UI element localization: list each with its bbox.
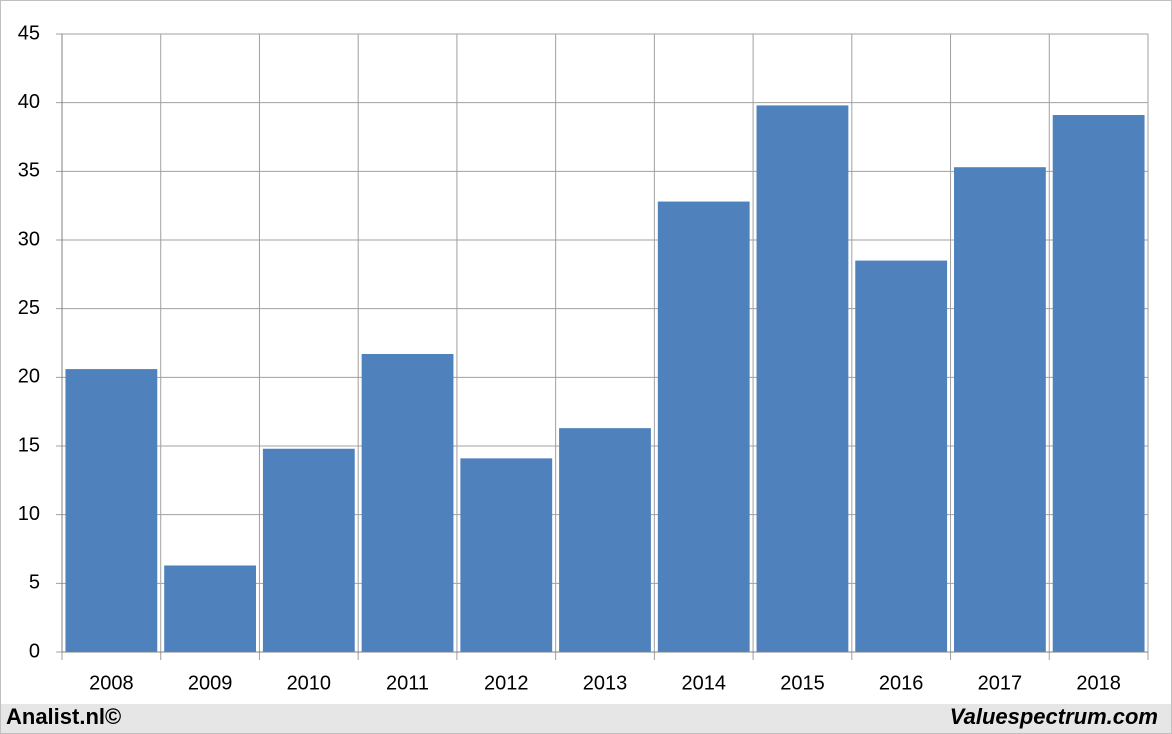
x-tick-label: 2015 [780, 672, 825, 694]
bar [1052, 115, 1145, 652]
y-tick-label: 30 [18, 228, 40, 250]
x-tick-label: 2016 [879, 672, 924, 694]
y-tick-label: 10 [18, 503, 40, 525]
x-tick-label: 2011 [386, 672, 429, 694]
x-tick-label: 2008 [89, 672, 134, 694]
bar [954, 167, 1046, 653]
bar [361, 353, 454, 652]
bar [262, 448, 355, 652]
x-tick-label: 2012 [484, 672, 529, 694]
x-tick-label: 2014 [681, 672, 726, 694]
y-tick-label: 0 [29, 640, 40, 662]
bar [460, 458, 553, 652]
bar [855, 260, 948, 652]
footer-right: Valuespectrum.com [950, 704, 1158, 729]
bar [559, 428, 651, 652]
x-tick-label: 2018 [1076, 672, 1121, 694]
bar [657, 201, 750, 652]
footer-left: Analist.nl© [6, 704, 121, 729]
x-tick-label: 2013 [583, 672, 628, 694]
bar [65, 369, 158, 652]
y-tick-label: 25 [18, 297, 40, 319]
bar [164, 565, 256, 652]
y-tick-label: 40 [18, 91, 40, 113]
y-tick-label: 15 [18, 434, 40, 456]
y-tick-label: 5 [29, 572, 40, 594]
y-tick-label: 35 [18, 160, 40, 182]
x-tick-label: 2017 [978, 672, 1023, 694]
x-tick-label: 2010 [287, 672, 332, 694]
x-tick-label: 2009 [188, 672, 233, 694]
footer-band [1, 704, 1171, 733]
y-tick-label: 45 [18, 22, 40, 44]
bar [756, 105, 849, 652]
y-tick-label: 20 [18, 366, 40, 388]
